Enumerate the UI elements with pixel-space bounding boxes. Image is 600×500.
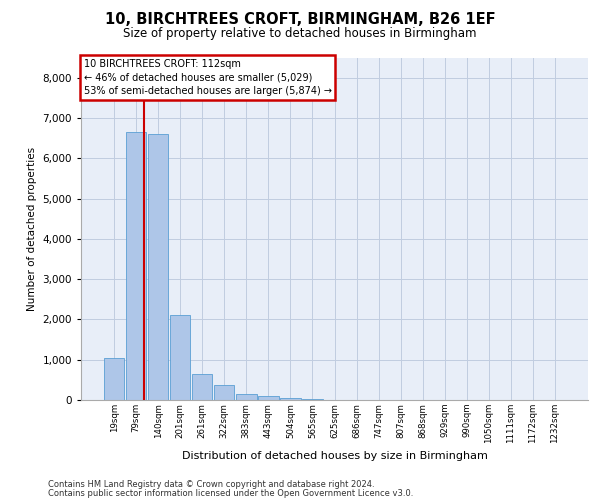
Y-axis label: Number of detached properties: Number of detached properties (27, 146, 37, 311)
Bar (280, 398, 301, 400)
Bar (214, 384, 235, 400)
X-axis label: Distribution of detached houses by size in Birmingham: Distribution of detached houses by size … (182, 452, 487, 462)
Bar (236, 394, 257, 400)
Text: Size of property relative to detached houses in Birmingham: Size of property relative to detached ho… (123, 28, 477, 40)
Text: 10 BIRCHTREES CROFT: 112sqm
← 46% of detached houses are smaller (5,029)
53% of : 10 BIRCHTREES CROFT: 112sqm ← 46% of det… (83, 59, 332, 96)
Bar (192, 374, 212, 400)
Bar (126, 132, 146, 400)
Text: Contains HM Land Registry data © Crown copyright and database right 2024.: Contains HM Land Registry data © Crown c… (48, 480, 374, 489)
Text: 10, BIRCHTREES CROFT, BIRMINGHAM, B26 1EF: 10, BIRCHTREES CROFT, BIRMINGHAM, B26 1E… (104, 12, 496, 28)
Bar (258, 396, 278, 400)
Bar (170, 316, 190, 400)
Bar (148, 134, 169, 400)
Text: Contains public sector information licensed under the Open Government Licence v3: Contains public sector information licen… (48, 489, 413, 498)
Bar (104, 358, 124, 400)
